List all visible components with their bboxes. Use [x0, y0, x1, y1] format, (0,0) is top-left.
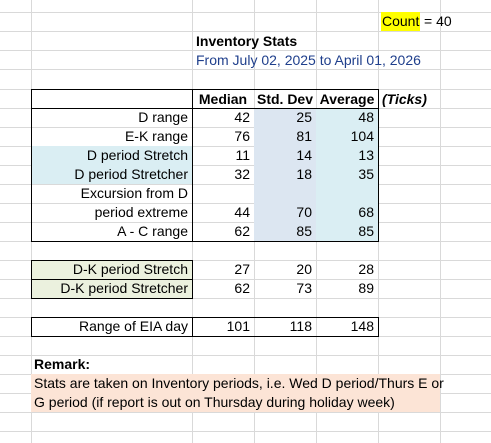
- page-title[interactable]: Inventory Stats: [196, 33, 298, 49]
- remark-line-2[interactable]: G period (if report is out on Thursday d…: [34, 394, 395, 410]
- stretch-rows-fill: [31, 146, 192, 184]
- border-line: [31, 317, 32, 337]
- border-line: [31, 317, 379, 318]
- average-cell[interactable]: 13: [358, 147, 374, 163]
- gridline-v: [440, 0, 441, 443]
- date-range[interactable]: From July 02, 2025 to April 01, 2026: [196, 52, 421, 68]
- row-label[interactable]: D period Stretch: [86, 147, 188, 163]
- border-line: [192, 317, 193, 336]
- average-cell[interactable]: 28: [358, 261, 374, 277]
- header-average[interactable]: Average: [319, 91, 375, 107]
- gridline-h: [0, 412, 491, 413]
- border-line: [31, 298, 193, 299]
- median-cell[interactable]: 32: [234, 166, 250, 182]
- row-label[interactable]: period extreme: [94, 204, 188, 220]
- gridline-h: [0, 165, 491, 166]
- median-cell[interactable]: 44: [234, 204, 250, 220]
- border-line: [31, 241, 379, 242]
- border-line: [378, 89, 379, 242]
- median-cell[interactable]: [192, 184, 250, 203]
- gridline-h: [0, 146, 491, 147]
- row-label[interactable]: D-K period Stretch: [72, 261, 188, 277]
- border-line: [378, 317, 379, 337]
- row-label[interactable]: Range of EIA day: [79, 318, 188, 334]
- row-label[interactable]: Excursion from D: [80, 185, 188, 201]
- header-unit[interactable]: (Ticks): [382, 91, 427, 107]
- remark-line-1[interactable]: Stats are taken on Inventory periods, i.…: [34, 375, 444, 391]
- median-cell[interactable]: 62: [234, 223, 250, 239]
- stddev-cell[interactable]: 73: [296, 280, 312, 296]
- row-label[interactable]: D-K period Stretcher: [60, 280, 188, 296]
- row-label[interactable]: E-K range: [124, 128, 188, 144]
- stddev-column-fill: [254, 108, 316, 241]
- gridline-h: [0, 355, 491, 356]
- average-column-fill: [316, 108, 378, 241]
- stddev-cell[interactable]: 20: [296, 261, 312, 277]
- border-line: [192, 89, 193, 241]
- gridline-h: [0, 298, 491, 299]
- average-cell[interactable]: 35: [358, 166, 374, 182]
- remark-fill: [31, 374, 440, 412]
- border-line: [192, 260, 193, 299]
- gridline-h: [0, 12, 491, 13]
- header-std-dev[interactable]: Std. Dev: [256, 91, 313, 107]
- count-label[interactable]: Count: [381, 12, 421, 31]
- median-cell[interactable]: 11: [235, 147, 250, 163]
- gridline-h: [0, 69, 491, 70]
- gridline-h: [0, 260, 491, 261]
- border-line: [31, 279, 192, 280]
- stddev-cell[interactable]: 85: [296, 223, 312, 239]
- gridline-h: [0, 203, 491, 204]
- average-cell[interactable]: 85: [358, 223, 374, 239]
- gridline-h: [0, 222, 491, 223]
- average-cell[interactable]: 68: [358, 204, 374, 220]
- count-value[interactable]: = 40: [424, 13, 452, 29]
- average-cell[interactable]: 104: [350, 128, 374, 144]
- average-cell[interactable]: 148: [350, 318, 374, 334]
- remark-title[interactable]: Remark:: [34, 356, 91, 372]
- stddev-cell[interactable]: 70: [296, 204, 312, 220]
- header-median[interactable]: Median: [198, 91, 248, 107]
- stddev-cell[interactable]: 14: [296, 147, 312, 163]
- stddev-cell[interactable]: 81: [296, 128, 312, 144]
- average-cell[interactable]: 89: [358, 280, 374, 296]
- median-cell[interactable]: 76: [234, 128, 250, 144]
- row-label[interactable]: A - C range: [117, 223, 188, 239]
- stddev-cell[interactable]: 18: [296, 166, 312, 182]
- gridline-h: [0, 127, 491, 128]
- gridline-h: [0, 279, 491, 280]
- gridline-h: [0, 431, 491, 432]
- stddev-cell[interactable]: 118: [289, 318, 312, 334]
- gridline-h: [0, 31, 491, 32]
- border-line: [31, 89, 32, 242]
- median-cell[interactable]: 62: [234, 280, 250, 296]
- median-cell[interactable]: 42: [234, 109, 250, 125]
- border-line: [31, 260, 193, 261]
- border-line: [31, 89, 379, 90]
- stddev-cell[interactable]: 25: [296, 109, 312, 125]
- median-cell[interactable]: 101: [226, 318, 250, 334]
- gridline-h: [0, 50, 491, 51]
- average-cell[interactable]: [316, 184, 374, 203]
- median-cell[interactable]: 27: [234, 261, 250, 277]
- row-label[interactable]: D range: [138, 109, 188, 125]
- border-line: [31, 336, 379, 337]
- stddev-cell[interactable]: [254, 184, 312, 203]
- border-line: [31, 108, 378, 109]
- average-cell[interactable]: 48: [358, 109, 374, 125]
- row-label[interactable]: D period Stretcher: [74, 166, 188, 182]
- gridline-h: [0, 184, 491, 185]
